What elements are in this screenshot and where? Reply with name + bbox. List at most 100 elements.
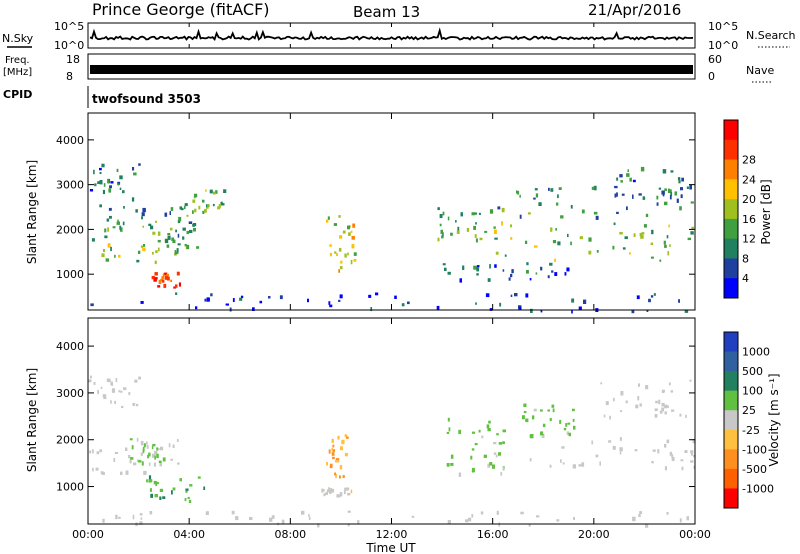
scatter-cell [478,429,481,433]
scatter-cell [225,303,229,306]
scatter-cell [465,519,469,523]
scatter-cell [680,187,683,191]
cpid-label: CPID [3,88,32,101]
scatter-cell [559,419,562,424]
scatter-cell [133,172,137,176]
scatter-cell [564,272,567,276]
colorbar-tick-label: 4 [742,272,749,285]
scatter-cell [168,443,171,448]
scatter-cell [186,230,190,235]
scatter-cell [439,223,442,227]
scatter-cell [89,450,92,454]
scatter-cell [502,429,506,433]
x-tick-label: 12:00 [376,528,408,541]
scatter-cell [107,227,109,232]
scatter-cell [368,294,372,298]
scatter-cell [407,301,410,305]
scatter-cell [690,450,694,454]
scatter-cell [351,244,355,249]
scatter-cell [690,460,694,463]
scatter-cell [680,459,684,462]
scatter-cell [536,515,540,518]
scatter-cell [689,379,692,382]
scatter-cell [514,293,518,297]
scatter-cell [136,259,140,263]
scatter-cell [329,244,332,247]
scatter-cell [268,296,271,299]
scatter-cell [336,253,338,256]
scatter-cell [494,264,497,268]
scatter-cell [172,487,176,491]
scatter-cell [174,250,177,255]
scatter-cell [475,222,477,225]
scatter-cell [163,272,168,276]
scatter-cell [94,183,97,187]
scatter-cell [442,211,445,216]
scatter-cell [339,492,343,497]
scatter-cell [681,466,684,471]
scatter-cell [519,306,522,310]
scatter-cell [132,402,136,406]
scatter-cell [499,302,502,307]
scatter-cell [375,292,379,296]
x-tick-label: 00:00 [679,528,711,541]
scatter-cell [155,250,158,254]
scatter-cell [158,448,160,451]
scatter-cell [335,458,340,461]
scatter-cell [612,397,615,402]
scatter-cell [204,208,207,213]
scatter-cell [578,464,582,467]
scatter-cell [678,180,681,184]
velocity-colorbar: 1000 500 100 25 -25 -100 -500 -1000 [723,331,774,509]
scatter-cell [510,294,513,297]
scatter-cell [95,467,99,471]
scatter-cell [627,169,629,172]
scatter-cell [187,496,190,500]
scatter-cell [158,460,162,463]
scatter-cell [88,379,92,383]
scatter-cell [664,466,667,471]
scatter-cell [468,517,472,522]
scatter-cell [476,265,480,268]
scatter-cell [525,293,529,298]
scatter-cell [640,235,644,239]
scatter-cell [526,270,529,274]
scatter-cell [193,228,196,232]
scatter-cell [148,475,152,480]
scatter-cell [157,285,161,288]
scatter-cell [301,510,305,515]
scatter-cell [209,189,213,194]
scatter-cell [107,243,111,248]
scatter-cell [639,511,643,514]
scatter-cell [205,511,209,515]
x-tick-label: 08:00 [274,528,306,541]
scatter-cell [533,408,537,412]
noise-tick-bottom-right: 10^0 [708,39,738,52]
scatter-cell [599,461,601,466]
scatter-cell [655,400,658,404]
scatter-cell [691,226,695,230]
scatter-cell [603,414,606,418]
scatter-cell [206,206,209,209]
scatter-cell [639,403,642,407]
scatter-cell [476,267,480,272]
nsearch-label: N.Search [746,29,796,42]
scatter-cell [596,250,599,253]
scatter-cell [664,188,667,191]
scatter-cell [99,449,102,453]
scatter-cell [370,307,373,312]
scatter-cell [169,211,171,215]
scatter-cell [348,232,351,236]
scatter-cell [595,215,599,220]
scatter-cell [640,166,645,172]
scatter-cell [667,251,670,256]
scatter-cell [484,230,488,233]
scatter-cell [626,173,630,177]
colorbar-segment [724,429,738,450]
scatter-cell [215,190,218,194]
scatter-cell [502,467,505,471]
scatter-cell [140,452,143,456]
scatter-cell [568,432,571,437]
scatter-cell [645,213,649,217]
scatter-cell [557,241,561,246]
